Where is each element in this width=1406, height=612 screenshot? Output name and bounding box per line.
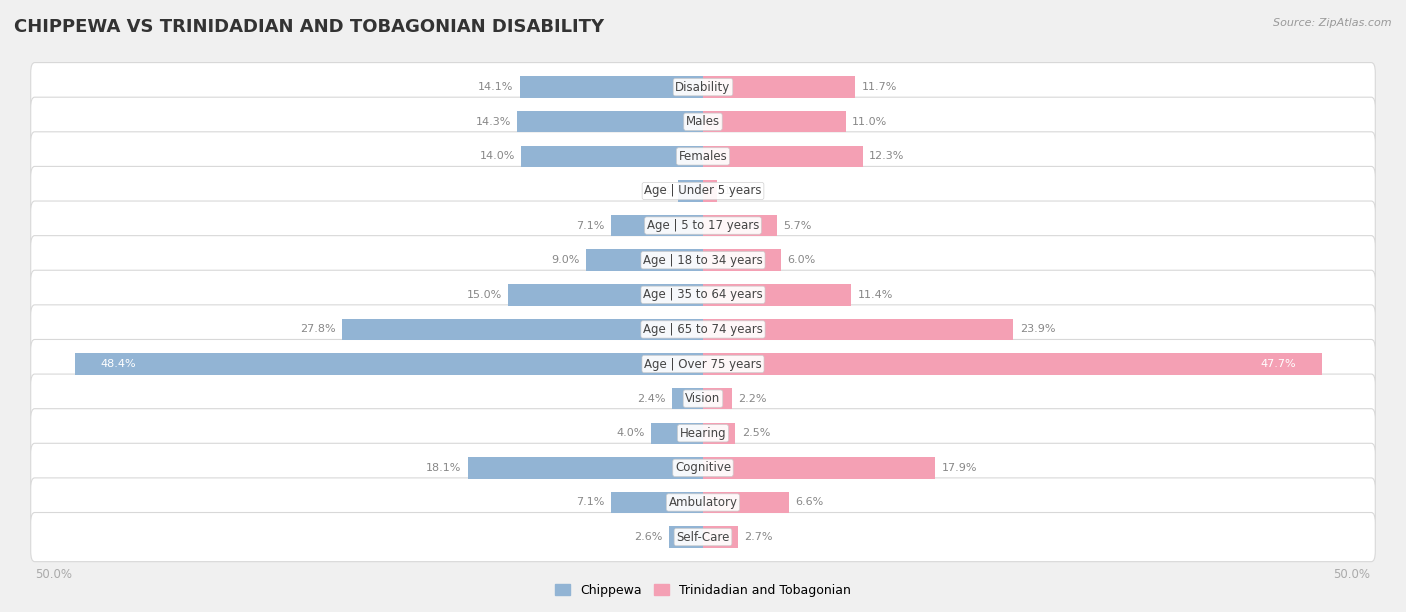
- Text: Age | 65 to 74 years: Age | 65 to 74 years: [643, 323, 763, 336]
- Bar: [703, 76, 855, 98]
- Legend: Chippewa, Trinidadian and Tobagonian: Chippewa, Trinidadian and Tobagonian: [550, 579, 856, 602]
- Bar: [610, 492, 703, 513]
- Text: Males: Males: [686, 115, 720, 129]
- Text: 47.7%: 47.7%: [1261, 359, 1296, 369]
- Bar: [703, 388, 731, 409]
- Text: 9.0%: 9.0%: [551, 255, 579, 265]
- Text: 11.7%: 11.7%: [862, 82, 897, 92]
- Bar: [703, 492, 789, 513]
- Text: 2.7%: 2.7%: [745, 532, 773, 542]
- Bar: [703, 319, 1014, 340]
- FancyBboxPatch shape: [31, 236, 1375, 285]
- FancyBboxPatch shape: [31, 478, 1375, 527]
- Bar: [75, 353, 703, 375]
- FancyBboxPatch shape: [31, 305, 1375, 354]
- Text: 12.3%: 12.3%: [869, 151, 904, 162]
- Bar: [703, 146, 863, 167]
- Bar: [468, 457, 703, 479]
- Bar: [651, 422, 703, 444]
- Text: 7.1%: 7.1%: [576, 220, 605, 231]
- Bar: [703, 111, 846, 132]
- Text: 2.4%: 2.4%: [637, 394, 665, 404]
- Text: 14.1%: 14.1%: [478, 82, 513, 92]
- FancyBboxPatch shape: [31, 201, 1375, 250]
- Text: 1.9%: 1.9%: [644, 186, 672, 196]
- Text: Age | 35 to 64 years: Age | 35 to 64 years: [643, 288, 763, 301]
- Text: 7.1%: 7.1%: [576, 498, 605, 507]
- Bar: [703, 215, 778, 236]
- Text: Self-Care: Self-Care: [676, 531, 730, 543]
- Text: 2.2%: 2.2%: [738, 394, 766, 404]
- FancyBboxPatch shape: [31, 512, 1375, 562]
- Text: Age | 18 to 34 years: Age | 18 to 34 years: [643, 254, 763, 267]
- Text: Hearing: Hearing: [679, 427, 727, 440]
- Text: Ambulatory: Ambulatory: [668, 496, 738, 509]
- Bar: [703, 181, 717, 202]
- Bar: [703, 353, 1322, 375]
- Text: 6.6%: 6.6%: [796, 498, 824, 507]
- Text: 23.9%: 23.9%: [1019, 324, 1054, 334]
- FancyBboxPatch shape: [31, 97, 1375, 146]
- Bar: [509, 284, 703, 305]
- FancyBboxPatch shape: [31, 271, 1375, 319]
- Text: 14.3%: 14.3%: [475, 117, 510, 127]
- Text: Vision: Vision: [685, 392, 721, 405]
- Bar: [703, 284, 851, 305]
- FancyBboxPatch shape: [31, 166, 1375, 215]
- Text: 11.0%: 11.0%: [852, 117, 887, 127]
- Text: CHIPPEWA VS TRINIDADIAN AND TOBAGONIAN DISABILITY: CHIPPEWA VS TRINIDADIAN AND TOBAGONIAN D…: [14, 18, 605, 36]
- Text: 27.8%: 27.8%: [299, 324, 336, 334]
- Text: 1.1%: 1.1%: [724, 186, 752, 196]
- Bar: [520, 76, 703, 98]
- Bar: [703, 422, 735, 444]
- Text: Females: Females: [679, 150, 727, 163]
- Bar: [678, 181, 703, 202]
- FancyBboxPatch shape: [31, 340, 1375, 389]
- FancyBboxPatch shape: [31, 62, 1375, 112]
- Text: 11.4%: 11.4%: [858, 290, 893, 300]
- Text: 2.5%: 2.5%: [742, 428, 770, 438]
- Text: Age | 5 to 17 years: Age | 5 to 17 years: [647, 219, 759, 232]
- Text: 5.7%: 5.7%: [783, 220, 811, 231]
- Bar: [703, 526, 738, 548]
- FancyBboxPatch shape: [31, 409, 1375, 458]
- Text: 48.4%: 48.4%: [101, 359, 136, 369]
- Text: 14.0%: 14.0%: [479, 151, 515, 162]
- Text: Cognitive: Cognitive: [675, 461, 731, 474]
- Text: Disability: Disability: [675, 81, 731, 94]
- Bar: [517, 111, 703, 132]
- Bar: [342, 319, 703, 340]
- Text: 15.0%: 15.0%: [467, 290, 502, 300]
- Text: Age | Under 5 years: Age | Under 5 years: [644, 184, 762, 198]
- Text: 18.1%: 18.1%: [426, 463, 461, 473]
- Bar: [672, 388, 703, 409]
- FancyBboxPatch shape: [31, 443, 1375, 493]
- Bar: [522, 146, 703, 167]
- Text: Source: ZipAtlas.com: Source: ZipAtlas.com: [1274, 18, 1392, 28]
- FancyBboxPatch shape: [31, 374, 1375, 424]
- Text: 2.6%: 2.6%: [634, 532, 662, 542]
- Bar: [610, 215, 703, 236]
- Text: Age | Over 75 years: Age | Over 75 years: [644, 357, 762, 370]
- Bar: [586, 250, 703, 271]
- Bar: [669, 526, 703, 548]
- Text: 17.9%: 17.9%: [942, 463, 977, 473]
- FancyBboxPatch shape: [31, 132, 1375, 181]
- Text: 4.0%: 4.0%: [616, 428, 644, 438]
- Bar: [703, 250, 780, 271]
- Bar: [703, 457, 935, 479]
- Text: 6.0%: 6.0%: [787, 255, 815, 265]
